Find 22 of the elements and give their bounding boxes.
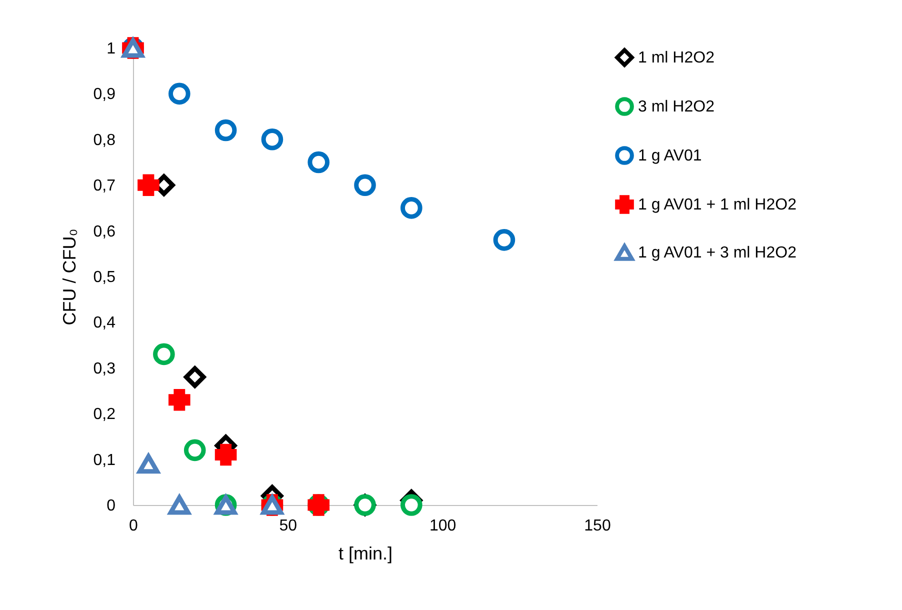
y-tick-label: 0,8 (93, 132, 116, 149)
legend-label: 1 ml H2O2 (638, 50, 715, 66)
legend-label: 1 g AV01 + 3 ml H2O2 (638, 244, 797, 262)
y-tick-label: 0,9 (93, 86, 116, 104)
x-tick-label: 0 (129, 518, 138, 534)
x-tick-label: 100 (429, 518, 456, 534)
legend-label: 1 g AV01 + 1 ml H2O2 (638, 196, 797, 214)
legend-label: 3 ml H2O2 (638, 98, 715, 116)
x-tick-label: 50 (279, 518, 298, 534)
x-tick-label: 150 (584, 518, 611, 534)
y-tick-label: 1 (106, 40, 116, 58)
y-tick-label: 0,2 (93, 406, 116, 424)
y-axis-title: CFU / CFU₀ (59, 228, 80, 326)
y-tick-label: 0,3 (93, 360, 116, 378)
y-tick-label: 0,1 (93, 452, 116, 469)
y-tick-label: 0,4 (93, 314, 116, 332)
y-tick-label: 0 (106, 498, 116, 514)
y-tick-label: 0,6 (93, 223, 116, 240)
x-axis-title: t [min.] (338, 544, 393, 564)
y-tick-label: 0,7 (93, 178, 116, 195)
y-tick-label: 0,5 (93, 269, 116, 286)
legend-label: 1 g AV01 (638, 148, 702, 164)
